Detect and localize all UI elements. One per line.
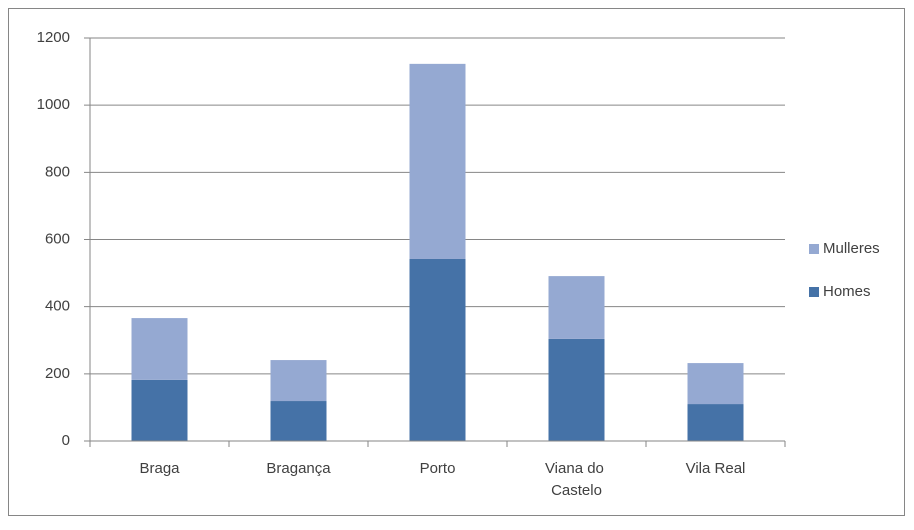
- y-tick-label: 400: [45, 298, 70, 315]
- x-tick-label: Bragança: [266, 460, 331, 477]
- y-tick-label: 200: [45, 365, 70, 382]
- legend-label: Mulleres: [823, 240, 880, 257]
- bar-segment: [270, 401, 327, 441]
- x-tick-label-line: Viana do: [545, 460, 608, 477]
- y-tick-label: 1200: [37, 29, 70, 46]
- x-tick-label: Vila Real: [686, 460, 746, 477]
- bar-segment: [270, 360, 327, 402]
- legend-label: Homes: [823, 283, 871, 300]
- x-tick-label-line: Castelo: [551, 482, 602, 499]
- y-tick-label: 1000: [37, 96, 70, 113]
- bar-segment: [548, 338, 605, 441]
- y-tick-label: 600: [45, 230, 70, 247]
- y-tick-label: 800: [45, 163, 70, 180]
- legend-swatch: [809, 244, 819, 254]
- x-tick-label: Porto: [420, 460, 456, 477]
- y-tick-label: 0: [62, 432, 70, 449]
- legend-swatch: [809, 287, 819, 297]
- bar-segment: [548, 276, 605, 339]
- bar-segment: [687, 363, 744, 405]
- bar-segment: [131, 379, 188, 441]
- x-tick-label: Viana do Castelo: [545, 460, 608, 499]
- bar-segment: [131, 318, 188, 380]
- bar-segment: [409, 63, 466, 259]
- bar-segment: [409, 258, 466, 441]
- x-tick-label: Braga: [139, 460, 180, 477]
- bar-segment: [687, 404, 744, 441]
